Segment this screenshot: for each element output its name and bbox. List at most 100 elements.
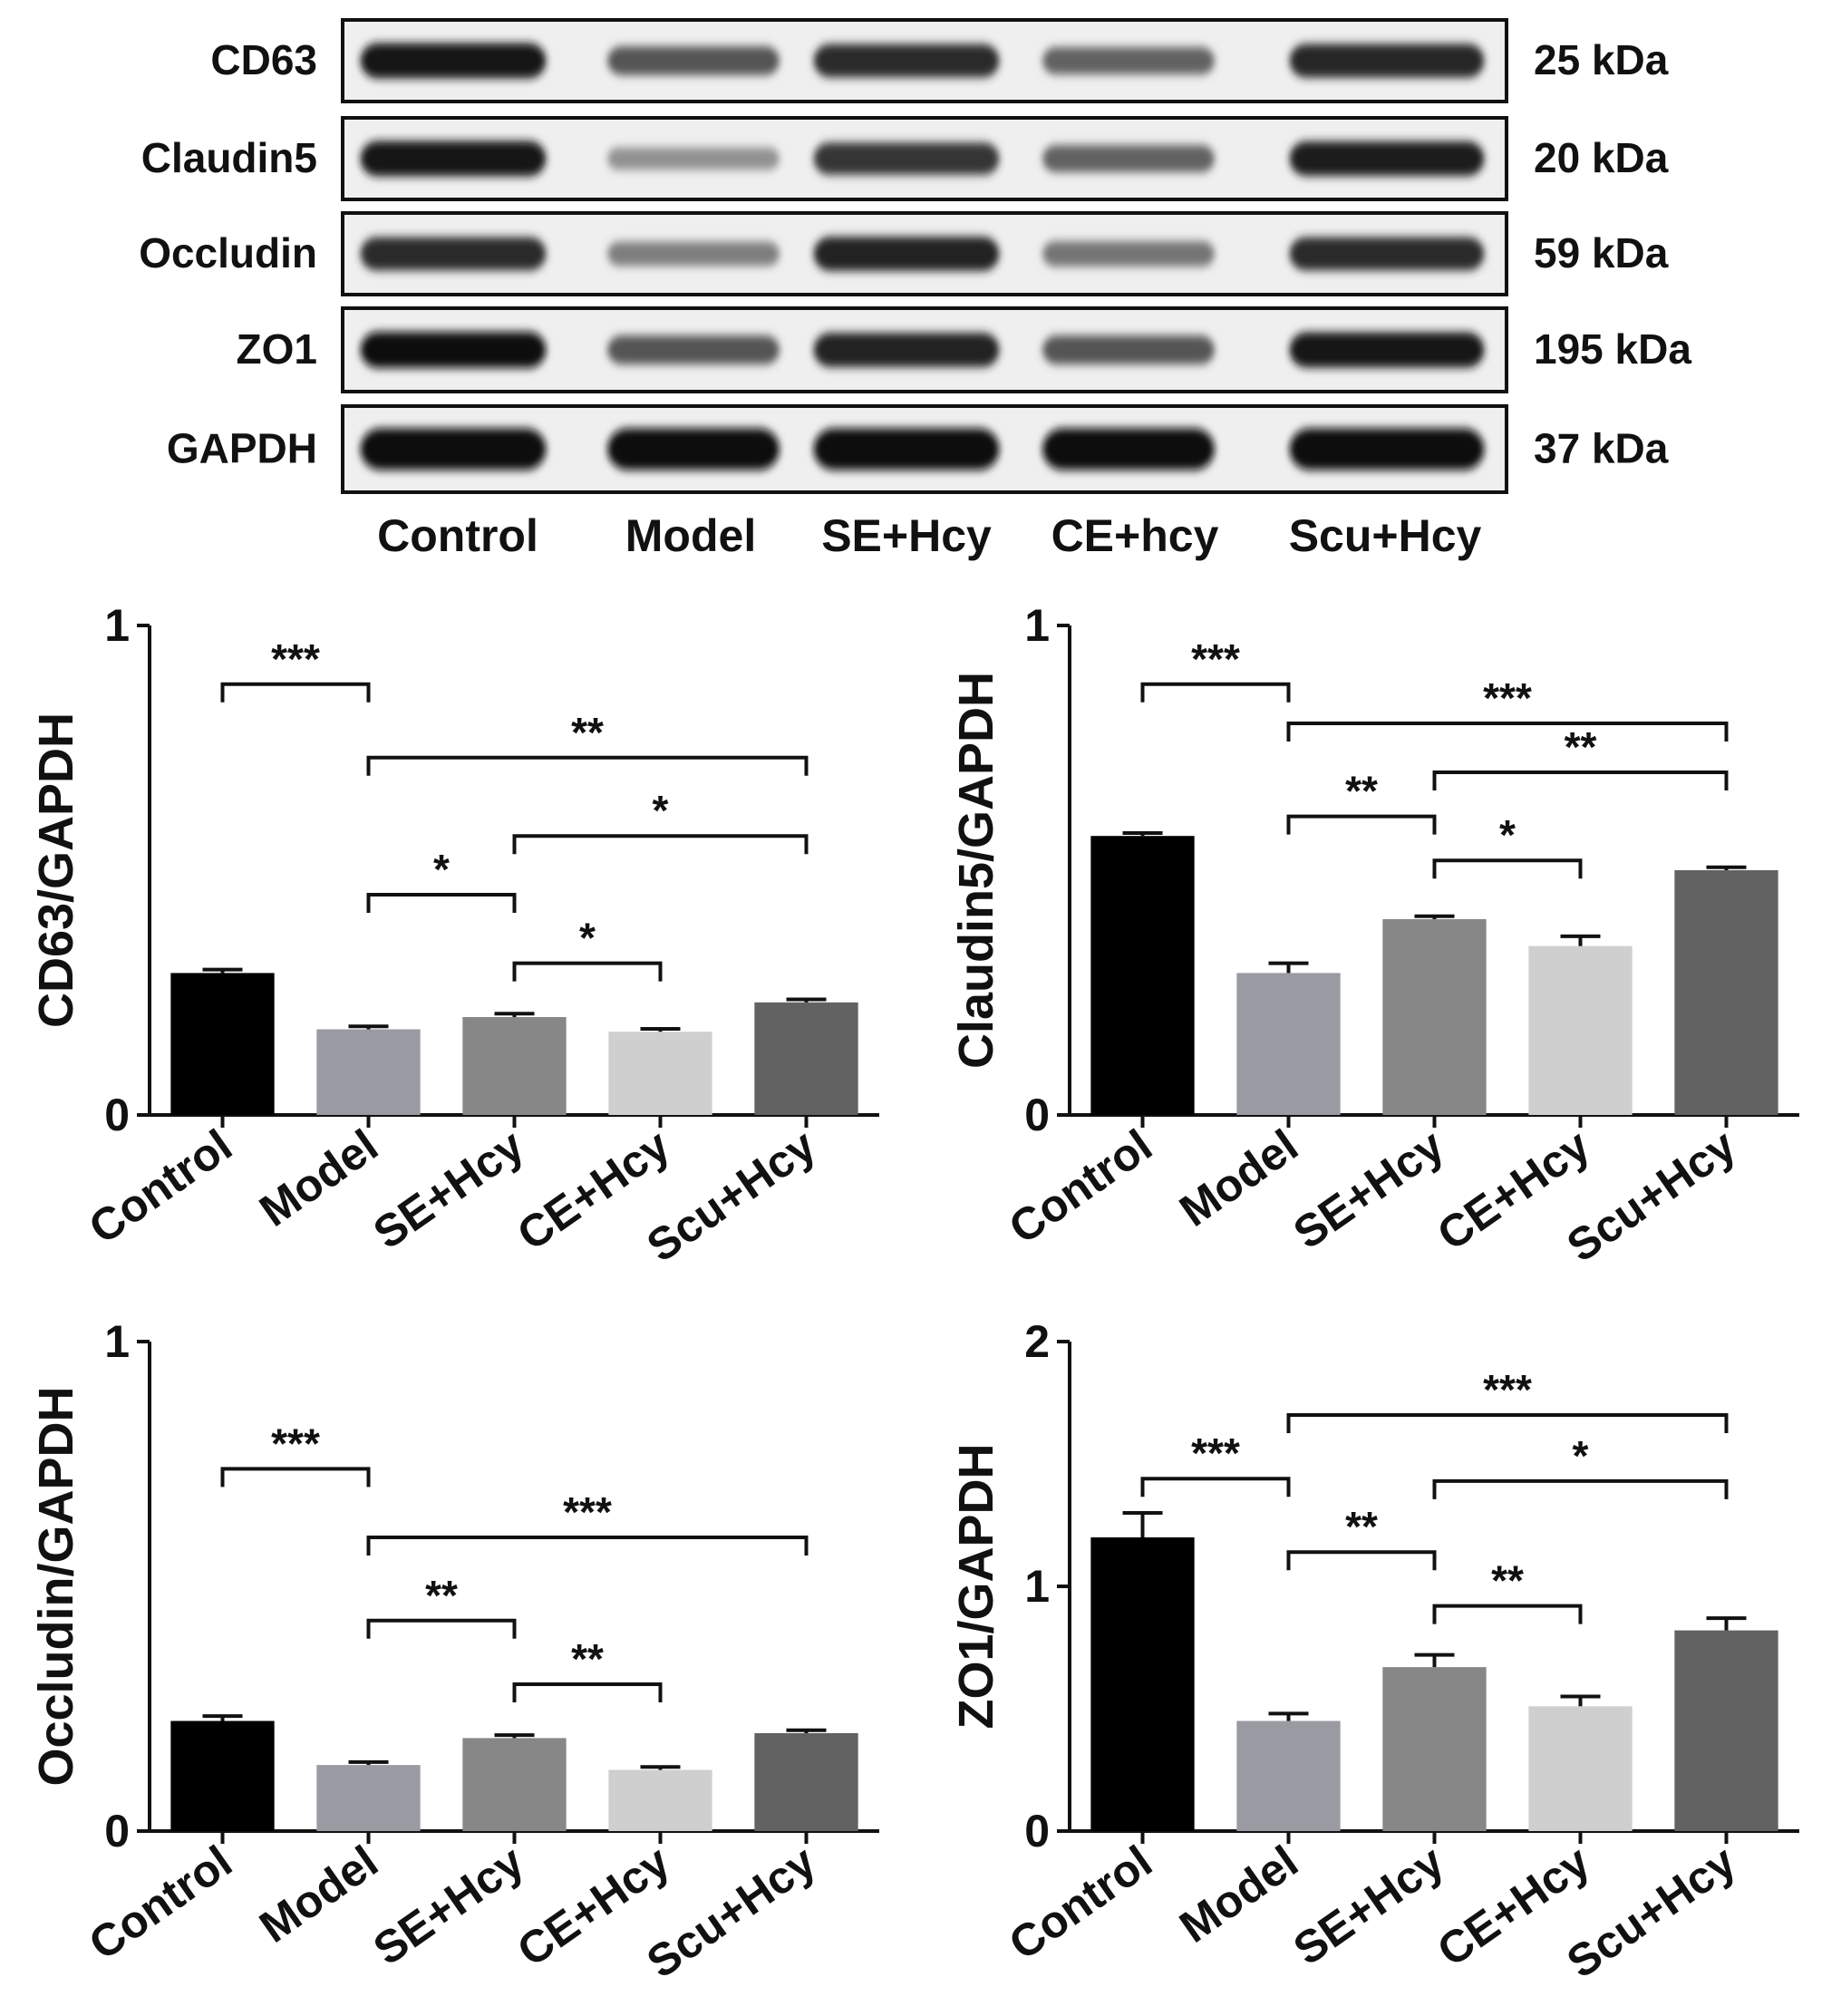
band-cd63-3	[813, 44, 1000, 78]
blot-group-label: SE+Hcy	[821, 510, 992, 561]
band-claudin5-3	[813, 142, 1000, 175]
y-tick-label: 0	[104, 1806, 130, 1856]
band-group	[360, 428, 1485, 470]
band-gapdh-4	[1042, 428, 1215, 470]
significance-bracket	[1432, 1604, 1583, 1624]
y-tick-label: 1	[1024, 600, 1050, 651]
significance-label: *	[433, 846, 450, 893]
bar-model	[316, 1029, 421, 1115]
blot-row-claudin5: Claudin5 20 kDa	[141, 116, 1669, 201]
bar-ce-hcy	[608, 1032, 712, 1115]
bar-control	[170, 1720, 275, 1831]
blot-protein-label: GAPDH	[167, 425, 317, 472]
significance-bracket	[1286, 1550, 1437, 1571]
significance-label: ***	[563, 1488, 612, 1536]
bars	[170, 1714, 858, 1831]
significance-bracket	[1286, 722, 1729, 741]
significance-label: **	[1345, 768, 1378, 815]
significance-bracket	[512, 1682, 663, 1702]
band-group	[360, 141, 1485, 177]
band-gapdh-1	[360, 428, 547, 470]
significance-bracket	[1432, 1478, 1729, 1499]
significance-bracket	[1432, 858, 1583, 879]
band-claudin5-4	[1042, 144, 1215, 173]
blot-group-label: Control	[377, 510, 538, 561]
x-tick-label: SE+Hcy	[364, 1119, 533, 1259]
significance-brackets: ***********	[1140, 1366, 1729, 1624]
significance-bracket	[512, 961, 663, 982]
blot-protein-label: Claudin5	[141, 134, 317, 181]
zo1-bar-chart: 0 1 2 ZO1/GAPDH Control ModelSE+HcyCE+HcyScu+…	[949, 1316, 1799, 1988]
significance-bracket	[512, 834, 809, 855]
y-tick-label: 0	[104, 1090, 130, 1140]
significance-label: **	[425, 1572, 458, 1619]
blot-row-gapdh: GAPDH 37 kDa	[167, 404, 1669, 494]
band-occludin-4	[1042, 241, 1215, 267]
significance-label: **	[571, 1635, 604, 1682]
band-gapdh-5	[1289, 428, 1485, 470]
band-group	[360, 237, 1485, 271]
band-zo1-2	[607, 335, 780, 364]
bar-control	[1090, 1537, 1195, 1831]
blot-group-label: Scu+Hcy	[1289, 510, 1482, 561]
x-tick-label: Scu+Hcy	[638, 1119, 825, 1272]
significance-label: ***	[1483, 674, 1532, 722]
y-tick-label: 1	[1024, 1561, 1050, 1612]
x-tick-label: Scu+Hcy	[638, 1836, 825, 1988]
significance-label: *	[653, 787, 669, 834]
band-cd63-2	[607, 46, 780, 75]
bar-model	[1236, 973, 1341, 1115]
bar-control	[1090, 836, 1195, 1115]
blot-row-zo1: ZO1 195 kDa	[237, 306, 1691, 393]
significance-bracket	[1286, 1413, 1729, 1433]
band-group	[360, 43, 1485, 79]
y-tick-label: 2	[1024, 1316, 1050, 1367]
significance-bracket	[220, 1467, 371, 1488]
bar-se-hcy	[462, 1017, 567, 1115]
significance-bracket	[366, 893, 517, 913]
bar-ce-hcy	[1528, 1706, 1633, 1831]
band-zo1-1	[360, 332, 547, 368]
significance-bracket	[1286, 814, 1437, 835]
claudin5-bar-chart: 0 1 Claudin5/GAPDH Control ModelSE+HcyCE+Hcy…	[949, 600, 1799, 1272]
bar-se-hcy	[462, 1738, 567, 1831]
y-axis-label: CD63/GAPDH	[29, 712, 83, 1028]
blot-mw-label: 195 kDa	[1534, 325, 1691, 373]
bar-ce-hcy	[608, 1769, 712, 1831]
bar-scu-hcy	[754, 1733, 858, 1831]
band-claudin5-2	[607, 147, 780, 170]
significance-bracket	[366, 1618, 517, 1639]
band-occludin-5	[1289, 237, 1485, 271]
significance-bracket	[1432, 771, 1729, 790]
blot-group-label: Model	[625, 510, 756, 561]
significance-label: ***	[1191, 1430, 1240, 1477]
significance-bracket	[1140, 682, 1291, 703]
blot-row-cd63: CD63 25 kDa	[210, 18, 1669, 103]
bar-model	[1236, 1720, 1341, 1831]
bar-se-hcy	[1382, 919, 1487, 1115]
y-tick-label: 1	[104, 1316, 130, 1367]
blot-protein-label: Occludin	[139, 229, 317, 276]
band-zo1-3	[813, 333, 1000, 367]
y-tick-label: 0	[1024, 1090, 1050, 1140]
bar-scu-hcy	[1674, 1630, 1778, 1831]
x-tick-label: SE+Hcy	[364, 1836, 533, 1975]
significance-label: **	[571, 709, 604, 756]
band-group	[360, 332, 1485, 368]
band-occludin-2	[607, 241, 780, 267]
bars	[1090, 830, 1778, 1115]
y-axis-label: Occludin/GAPDH	[29, 1386, 83, 1786]
significance-bracket	[366, 1536, 809, 1556]
significance-label: ***	[271, 635, 320, 683]
blot-mw-label: 59 kDa	[1534, 229, 1669, 276]
significance-bracket	[220, 682, 371, 703]
band-claudin5-5	[1289, 141, 1485, 177]
bars	[1090, 1511, 1778, 1831]
significance-brackets: ********	[220, 635, 809, 982]
western-blot-panel: CD63 25 kDa Claudin5 20 kDa Occludin 59 kDa ZO…	[139, 18, 1691, 561]
band-cd63-1	[360, 43, 547, 79]
band-occludin-3	[813, 237, 1000, 271]
